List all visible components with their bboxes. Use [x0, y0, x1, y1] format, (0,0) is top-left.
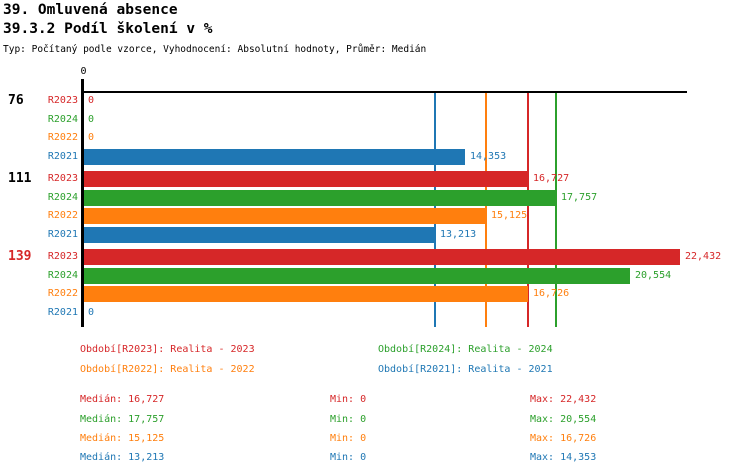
bar-value-label: 16,727	[533, 173, 570, 184]
bar-value-label: 0	[88, 113, 95, 125]
bar-value-label: 20,554	[635, 269, 672, 281]
bar-value-label: 16,726	[533, 288, 570, 299]
stat-max-R2022: Max: 16,726	[530, 433, 597, 444]
group-label: 76	[8, 93, 24, 108]
bar-R2022	[84, 286, 528, 302]
legend-item-R2023: Období[R2023]: Realita - 2023	[80, 344, 255, 355]
row-year-label: R2023	[47, 251, 78, 262]
bar-value-label: 13,213	[440, 228, 477, 240]
stat-max-R2023: Max: 22,432	[530, 394, 597, 405]
chart-title: 39.3.2 Podíl školení v %	[3, 21, 213, 37]
row-year-label: R2024	[47, 269, 78, 281]
bar-R2023	[84, 171, 528, 187]
stat-median-R2022: Medián: 15,125	[80, 433, 165, 444]
stat-min-R2022: Min: 0	[330, 433, 367, 444]
group-label: 139	[8, 249, 32, 264]
bar-value-label: 22,432	[685, 251, 722, 262]
median-line-R2022	[485, 93, 487, 327]
x-axis-line	[81, 91, 687, 93]
row-year-label: R2021	[47, 150, 78, 162]
bar-R2021	[84, 148, 465, 165]
median-line-R2023	[527, 93, 529, 327]
axis-zero-tick-label: 0	[80, 66, 87, 77]
stat-max-R2021: Max: 14,353	[530, 452, 597, 463]
group-label: 111	[8, 171, 32, 186]
stat-median-R2024: Medián: 17,757	[80, 414, 165, 425]
stat-median-R2023: Medián: 16,727	[80, 394, 165, 405]
row-year-label: R2024	[47, 191, 78, 203]
bar-value-label: 15,125	[491, 210, 528, 221]
bar-value-label: 0	[88, 132, 95, 143]
chart-subtitle: Typ: Počítaný podle vzorce, Vyhodnocení:…	[3, 44, 427, 55]
legend-item-R2021: Období[R2021]: Realita - 2021	[378, 364, 553, 375]
stat-min-R2024: Min: 0	[330, 414, 367, 425]
stat-median-R2021: Medián: 13,213	[80, 452, 165, 463]
bar-value-label: 0	[88, 306, 95, 318]
row-year-label: R2022	[47, 132, 78, 143]
row-year-label: R2021	[47, 228, 78, 240]
row-year-label: R2021	[47, 306, 78, 318]
page-title: 39. Omluvená absence	[3, 2, 178, 18]
bar-value-label: 17,757	[561, 191, 598, 203]
median-line-R2024	[555, 93, 557, 327]
legend-item-R2022: Období[R2022]: Realita - 2022	[80, 364, 255, 375]
bar-R2021	[84, 226, 435, 243]
row-year-label: R2023	[47, 95, 78, 106]
legend-item-R2024: Období[R2024]: Realita - 2024	[378, 344, 553, 355]
row-year-label: R2024	[47, 113, 78, 125]
bar-R2023	[84, 249, 680, 265]
row-year-label: R2022	[47, 210, 78, 221]
y-axis-line	[81, 79, 84, 327]
bar-value-label: 14,353	[470, 150, 507, 162]
bar-R2024	[84, 189, 556, 206]
stat-min-R2023: Min: 0	[330, 394, 367, 405]
row-year-label: R2023	[47, 173, 78, 184]
bar-R2022	[84, 208, 486, 224]
bar-value-label: 0	[88, 95, 95, 106]
bar-R2024	[84, 267, 630, 284]
stat-min-R2021: Min: 0	[330, 452, 367, 463]
stat-max-R2024: Max: 20,554	[530, 414, 597, 425]
row-year-label: R2022	[47, 288, 78, 299]
